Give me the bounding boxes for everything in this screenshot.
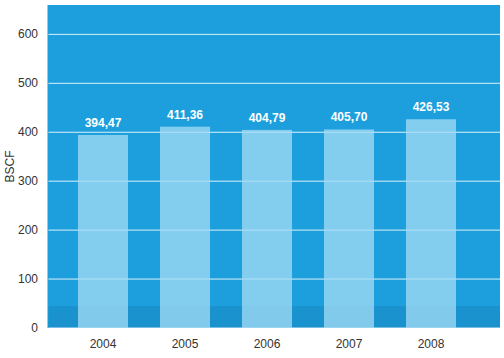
grid-line — [48, 34, 500, 35]
chart-container: 0 100 200 300 400 500 600 BSCF 394,47 2004 411,36 2… — [0, 0, 504, 358]
y-tick-label: 0 — [31, 321, 38, 335]
y-tick-label: 600 — [18, 27, 38, 41]
labels: 394,47 2004 411,36 2005 404,79 2006 405,70 2007… — [85, 100, 450, 351]
y-tick-label: 400 — [18, 125, 38, 139]
y-axis-line — [48, 5, 49, 328]
x-tick-label: 2006 — [254, 337, 281, 351]
x-tick-label: 2005 — [172, 337, 199, 351]
data-label: 426,53 — [413, 100, 450, 114]
bar — [324, 129, 374, 328]
bar — [160, 127, 210, 328]
data-label: 394,47 — [85, 116, 122, 130]
chart: 0 100 200 300 400 500 600 BSCF 394,47 2004 411,36 2… — [0, 0, 504, 358]
bar — [78, 135, 128, 328]
x-tick-label: 2004 — [90, 337, 117, 351]
data-label: 405,70 — [331, 110, 368, 124]
y-tick-label: 200 — [18, 223, 38, 237]
y-tick-label: 100 — [18, 272, 38, 286]
x-tick-label: 2008 — [418, 337, 445, 351]
data-label: 404,79 — [249, 111, 286, 125]
x-tick-label: 2007 — [336, 337, 363, 351]
data-label: 411,36 — [167, 108, 203, 122]
y-tick-label: 300 — [18, 174, 38, 188]
bar — [242, 130, 292, 328]
bars — [78, 119, 456, 328]
y-axis-title: BSCF — [3, 150, 17, 182]
grid — [48, 34, 500, 328]
y-tick-label: 500 — [18, 76, 38, 90]
plot-background — [48, 5, 500, 328]
grid-line — [48, 83, 500, 84]
bar — [406, 119, 456, 328]
